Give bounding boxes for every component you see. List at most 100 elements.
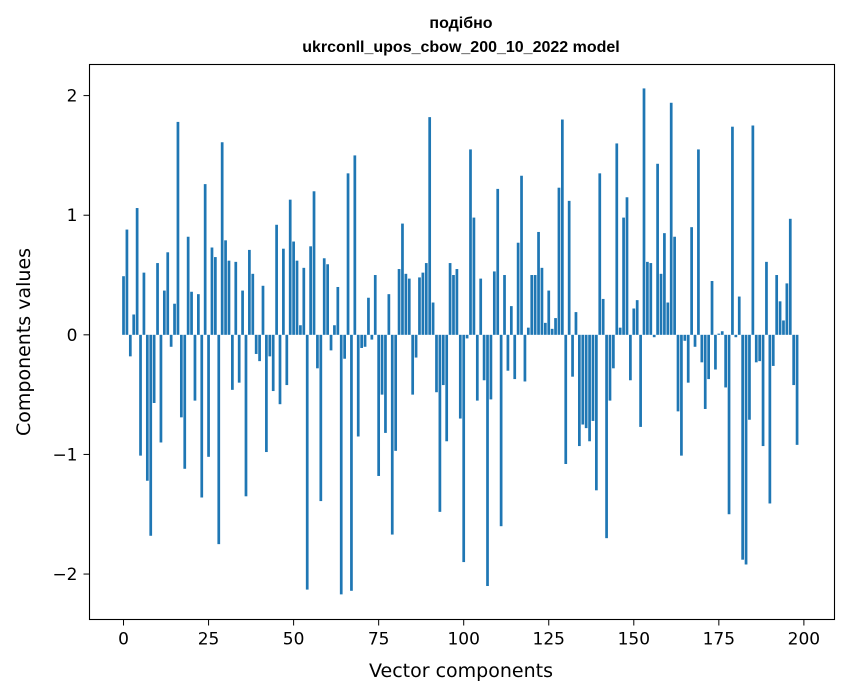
bar-117 xyxy=(520,175,523,335)
bar-61 xyxy=(329,334,333,351)
bar-189 xyxy=(765,261,768,335)
bar-74 xyxy=(373,275,377,335)
bar-25 xyxy=(207,334,210,457)
bar-116 xyxy=(516,242,520,335)
bar-166 xyxy=(686,334,690,383)
bar-73 xyxy=(370,334,374,340)
bar-24 xyxy=(203,184,207,335)
x-tick-label: 100 xyxy=(447,630,479,650)
bar-104 xyxy=(475,334,479,401)
bar-90 xyxy=(428,117,432,335)
bar-155 xyxy=(649,263,653,335)
bar-169 xyxy=(697,149,700,335)
y-tick-label: 2 xyxy=(67,87,78,107)
bar-100 xyxy=(462,334,466,563)
bar-49 xyxy=(288,199,292,335)
y-axis-ticks: −2 −1 0 1 2 xyxy=(52,87,90,585)
bar-88 xyxy=(421,272,425,335)
bar-171 xyxy=(703,334,707,409)
bar-54 xyxy=(305,334,309,590)
bar-156 xyxy=(652,334,656,338)
bar-154 xyxy=(646,261,649,335)
bar-86 xyxy=(414,334,418,358)
bar-0 xyxy=(122,276,125,335)
bar-76 xyxy=(380,334,384,395)
bar-150 xyxy=(632,308,636,335)
bar-187 xyxy=(758,334,762,362)
bar-87 xyxy=(418,277,421,335)
bar-60 xyxy=(326,264,329,335)
bar-112 xyxy=(503,275,506,335)
bar-137 xyxy=(588,334,591,442)
bar-147 xyxy=(622,217,625,335)
bar-2 xyxy=(128,334,132,357)
bar-176 xyxy=(720,331,724,335)
bar-91 xyxy=(431,302,435,335)
bar-172 xyxy=(707,334,710,380)
bar-48 xyxy=(285,334,289,386)
bar-51 xyxy=(295,260,299,335)
bar-44 xyxy=(271,334,275,392)
bar-20 xyxy=(190,291,193,335)
bar-16 xyxy=(176,121,180,335)
bar-188 xyxy=(761,334,765,447)
bar-43 xyxy=(268,334,272,357)
bar-159 xyxy=(663,233,666,335)
bar-157 xyxy=(656,163,659,335)
bar-15 xyxy=(173,303,176,335)
bar-52 xyxy=(299,325,302,335)
bar-84 xyxy=(407,278,411,335)
bar-83 xyxy=(404,273,408,335)
bar-23 xyxy=(200,334,204,498)
bar-192 xyxy=(775,275,779,335)
x-tick-label: 0 xyxy=(118,630,129,650)
bar-68 xyxy=(353,155,357,335)
bar-78 xyxy=(387,294,391,335)
x-tick-label: 125 xyxy=(533,630,565,650)
x-axis-ticks: 0 25 50 75 100 125 150 175 200 xyxy=(118,619,820,650)
bar-124 xyxy=(543,322,547,335)
bar-111 xyxy=(499,334,503,527)
bar-107 xyxy=(486,334,489,587)
chart-title-line2: ukrconll_upos_cbow_200_10_2022 model xyxy=(302,39,619,56)
bar-40 xyxy=(258,334,261,362)
bar-183 xyxy=(744,334,748,565)
bar-12 xyxy=(162,290,166,335)
bar-58 xyxy=(319,334,323,502)
bar-96 xyxy=(448,263,452,335)
bar-41 xyxy=(261,285,265,335)
bar-161 xyxy=(669,102,673,335)
bar-197 xyxy=(792,334,796,386)
bar-108 xyxy=(489,334,493,400)
x-tick-label: 50 xyxy=(283,630,305,650)
bar-17 xyxy=(179,334,183,418)
bar-139 xyxy=(595,334,598,491)
bar-145 xyxy=(615,143,619,335)
y-axis-label: Components values xyxy=(13,248,35,436)
bar-47 xyxy=(282,248,285,335)
bars-group xyxy=(122,88,799,595)
bar-14 xyxy=(169,334,173,347)
bar-163 xyxy=(676,334,680,412)
bar-121 xyxy=(533,275,537,335)
bar-38 xyxy=(251,273,255,335)
bar-123 xyxy=(540,267,544,335)
bar-69 xyxy=(356,334,360,437)
bar-81 xyxy=(397,269,401,335)
bar-42 xyxy=(265,334,268,453)
bar-72 xyxy=(367,297,370,335)
x-tick-label: 150 xyxy=(618,630,650,650)
bar-132 xyxy=(571,334,574,377)
bar-99 xyxy=(458,334,462,419)
plot-frame xyxy=(88,63,836,621)
bar-64 xyxy=(339,334,343,595)
bar-70 xyxy=(360,334,364,348)
x-axis-label: Vector components xyxy=(369,660,553,682)
bar-196 xyxy=(788,218,792,335)
bar-151 xyxy=(635,300,639,335)
bar-164 xyxy=(680,334,683,456)
bar-133 xyxy=(574,312,578,335)
y-tick-label: −2 xyxy=(52,565,77,585)
bar-182 xyxy=(741,334,745,560)
